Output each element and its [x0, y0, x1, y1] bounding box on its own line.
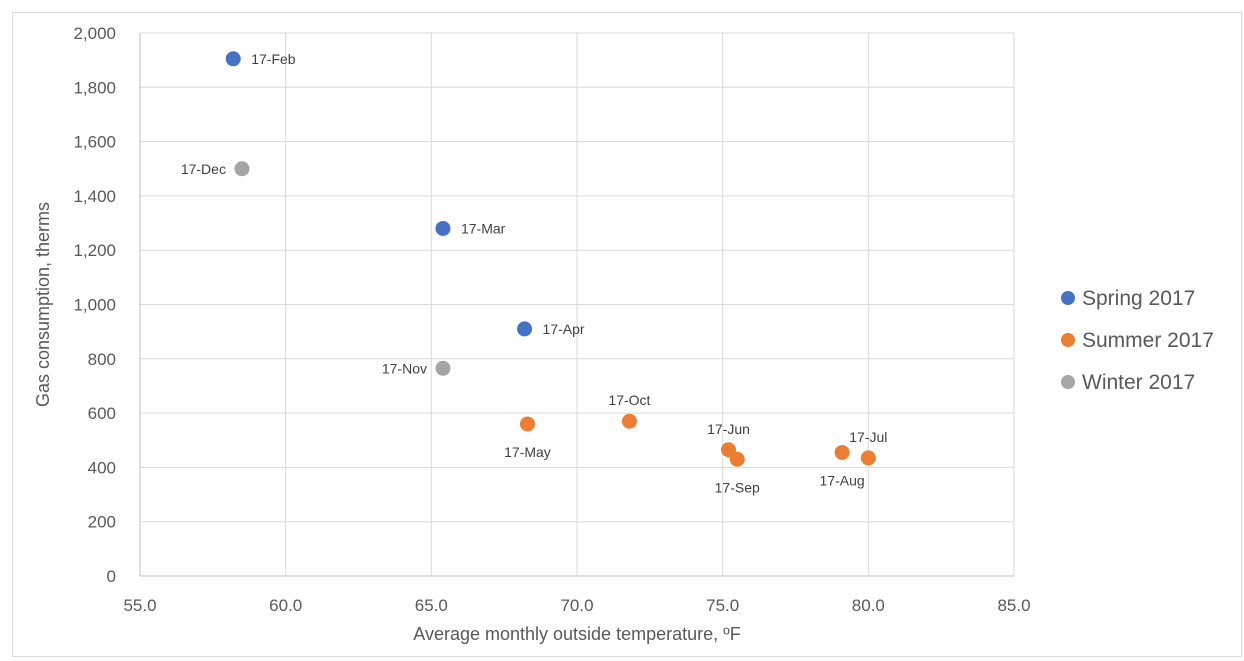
- y-tick-label: 1,600: [73, 133, 116, 152]
- data-point: [225, 51, 241, 67]
- data-label: 17-Jul: [849, 429, 887, 445]
- x-tick-label: 55.0: [123, 596, 156, 615]
- legend: Spring 2017 Summer 2017 Winter 2017: [1061, 287, 1214, 394]
- data-label: 17-May: [504, 444, 551, 460]
- y-tick-label: 1,400: [73, 187, 116, 206]
- data-label: 17-Oct: [608, 392, 650, 408]
- x-tick-label: 85.0: [997, 596, 1030, 615]
- axes: 0 200 400 600 800 1,000 1,200 1,400 1,600 1,800 2,…: [73, 24, 1030, 615]
- data-point: [720, 442, 736, 458]
- y-tick-label: 1,800: [73, 78, 116, 97]
- data-label: 17-Sep: [715, 479, 760, 495]
- data-point: [621, 413, 637, 429]
- x-tick-label: 65.0: [415, 596, 448, 615]
- y-tick-label: 1,200: [73, 241, 116, 260]
- data-point: [517, 321, 533, 337]
- y-tick-label: 200: [88, 513, 116, 532]
- data-labels: 17-Feb 17-Mar 17-Apr 17-May 17-Oct 17-Jun 17-S…: [181, 51, 888, 495]
- data-label: 17-Feb: [251, 51, 296, 67]
- chart-frame: [12, 12, 1242, 657]
- y-tick-label: 400: [88, 458, 116, 477]
- data-points: [225, 51, 876, 467]
- data-label: 17-Dec: [181, 161, 226, 177]
- y-tick-label: 2,000: [73, 24, 116, 43]
- data-point: [860, 450, 876, 466]
- y-tick-label: 0: [107, 567, 116, 586]
- data-label: 17-Apr: [543, 321, 585, 337]
- y-tick-label: 600: [88, 404, 116, 423]
- legend-marker: [1061, 291, 1075, 305]
- data-point: [435, 360, 451, 376]
- legend-marker: [1061, 333, 1075, 347]
- x-tick-label: 70.0: [560, 596, 593, 615]
- data-label: 17-Aug: [820, 472, 865, 488]
- data-label: 17-Mar: [461, 220, 506, 236]
- data-point: [729, 451, 745, 467]
- y-tick-label: 1,000: [73, 296, 116, 315]
- legend-marker: [1061, 375, 1075, 389]
- legend-entry: Summer 2017: [1082, 329, 1214, 352]
- legend-entry: Winter 2017: [1082, 371, 1195, 394]
- x-tick-label: 80.0: [852, 596, 885, 615]
- grid-lines: [139, 32, 1015, 577]
- x-tick-label: 60.0: [269, 596, 302, 615]
- y-tick-label: 800: [88, 350, 116, 369]
- data-label: 17-Nov: [382, 360, 427, 376]
- y-axis-title: Gas consumption, therms: [33, 202, 53, 407]
- data-point: [234, 161, 250, 177]
- data-point: [435, 220, 451, 236]
- x-tick-label: 75.0: [706, 596, 739, 615]
- x-axis-title: Average monthly outside temperature, ºF: [413, 624, 740, 644]
- legend-entry: Spring 2017: [1082, 287, 1195, 310]
- data-point: [834, 444, 850, 460]
- data-label: 17-Jun: [707, 421, 750, 437]
- data-point: [519, 416, 535, 432]
